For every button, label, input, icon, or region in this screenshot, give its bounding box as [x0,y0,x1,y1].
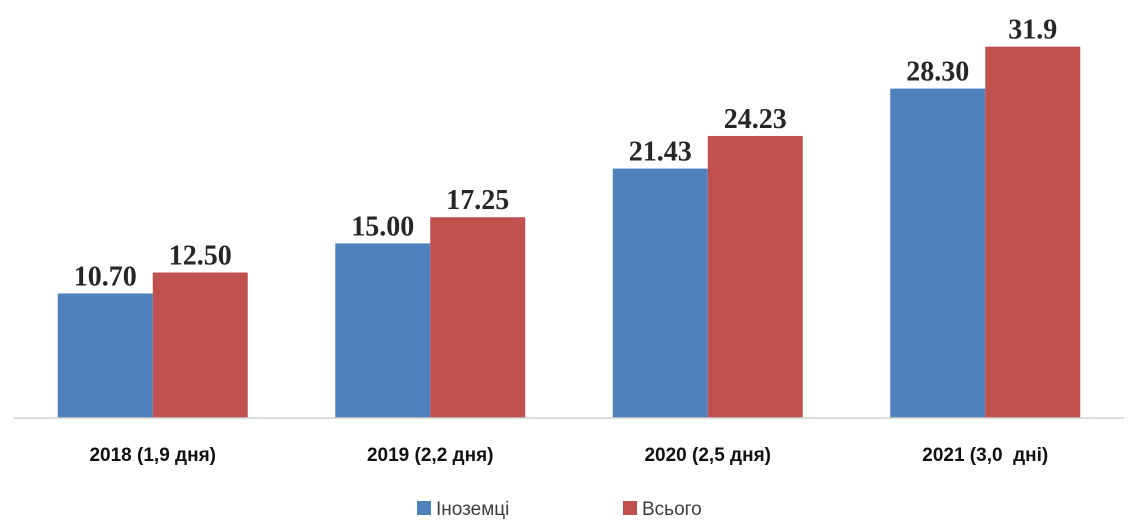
legend-label-inozemtsi: Іноземці [436,499,509,520]
bar-vsoho-0 [152,272,248,418]
legend-label-vsoho: Всього [642,499,702,520]
value-label-inozemtsi-3: 28.30 [906,57,969,88]
value-label-vsoho-0: 12.50 [169,241,232,272]
bar-vsoho-2 [707,135,803,418]
bar-vsoho-1 [430,217,526,418]
bar-inozemtsi-0 [57,293,153,418]
bar-vsoho-3 [985,46,1081,419]
value-label-vsoho-3: 31.9 [1008,15,1057,46]
legend: Іноземці Всього [417,499,702,520]
value-label-inozemtsi-1: 15.00 [351,211,414,242]
category-label-1: 2019 (2,2 дня) [367,445,494,466]
bar-inozemtsi-3 [890,88,986,418]
bar-inozemtsi-1 [335,243,431,418]
category-label-2: 2020 (2,5 дня) [644,445,771,466]
category-label-3: 2021 (3,0 дні) [922,445,1048,466]
legend-swatch-inozemtsi [417,501,431,515]
value-labels-layer: 10.70 12.50 15.00 17.25 21.43 24.23 28.30 31.9 [74,15,1058,293]
bar-inozemtsi-2 [612,168,708,418]
value-label-vsoho-2: 24.23 [724,104,787,135]
category-labels-layer: 2018 (1,9 дня) 2019 (2,2 дня) 2020 (2,5 дн… [89,445,1048,466]
value-label-inozemtsi-2: 21.43 [629,137,692,168]
bars-layer [57,46,1081,419]
category-label-0: 2018 (1,9 дня) [89,445,216,466]
value-label-inozemtsi-0: 10.70 [74,261,137,292]
legend-swatch-vsoho [623,501,637,515]
value-label-vsoho-1: 17.25 [446,185,509,216]
